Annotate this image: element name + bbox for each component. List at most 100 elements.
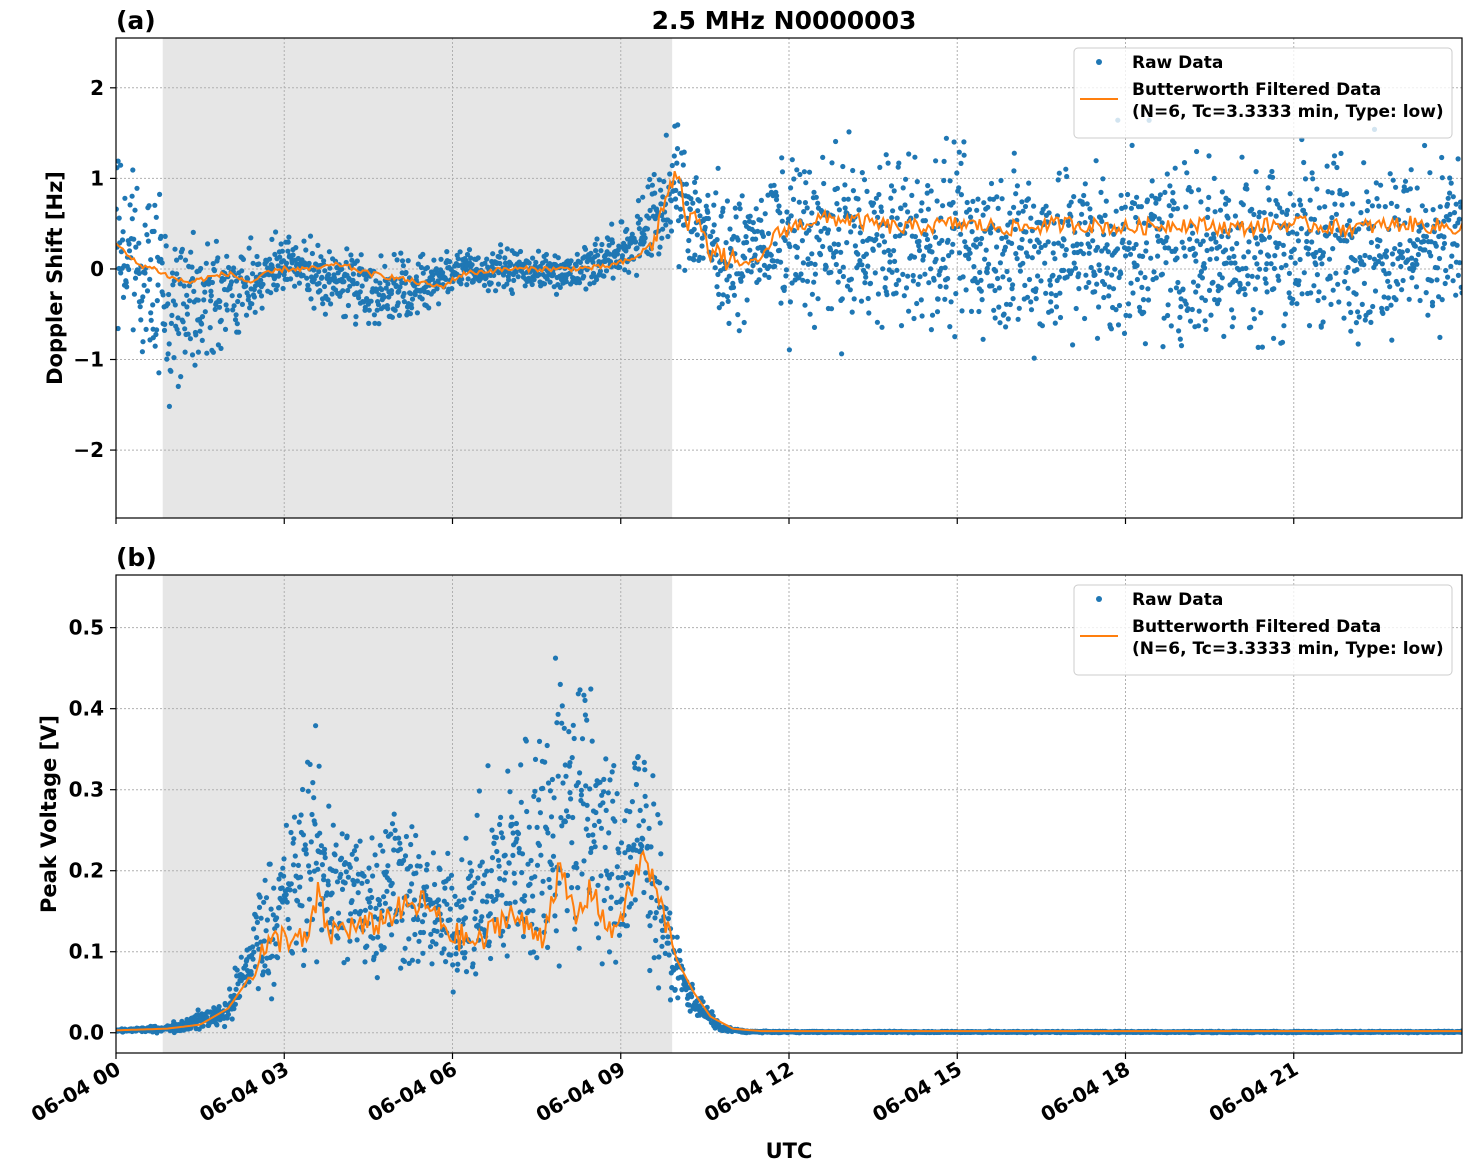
raw-data-point [449, 885, 455, 891]
raw-data-point [447, 917, 453, 923]
raw-data-point [1256, 214, 1262, 220]
raw-data-point [1142, 341, 1148, 347]
raw-data-point [504, 953, 510, 959]
raw-data-point [1092, 272, 1098, 278]
raw-data-point [329, 890, 335, 896]
raw-data-point [525, 861, 531, 867]
raw-data-point [1335, 281, 1341, 287]
raw-data-point [1204, 232, 1210, 238]
raw-data-point [593, 809, 599, 816]
raw-data-point [548, 814, 555, 820]
raw-data-point [234, 967, 240, 973]
raw-data-point [341, 279, 347, 285]
raw-data-point [623, 248, 629, 254]
raw-data-point [301, 962, 307, 969]
raw-data-point [1141, 220, 1147, 226]
raw-data-point [370, 935, 376, 941]
raw-data-point [1083, 272, 1089, 278]
raw-data-point [922, 271, 928, 277]
raw-data-point [1152, 213, 1158, 220]
raw-data-point [1205, 214, 1211, 220]
raw-data-point [694, 232, 700, 238]
raw-data-point [618, 882, 624, 888]
raw-data-point [1442, 280, 1448, 287]
raw-data-point [276, 876, 282, 882]
raw-data-point [861, 177, 868, 183]
raw-data-point [1424, 222, 1430, 228]
raw-data-point [1204, 247, 1210, 254]
raw-data-point [1243, 182, 1249, 188]
raw-data-point [484, 868, 490, 874]
raw-data-point [903, 176, 909, 182]
raw-data-point [1352, 257, 1358, 264]
raw-data-point [1164, 234, 1170, 241]
raw-data-point [1306, 246, 1312, 252]
raw-data-point [1098, 189, 1104, 195]
raw-data-point [738, 278, 744, 284]
raw-data-point [1043, 203, 1049, 209]
raw-data-point [500, 928, 506, 934]
raw-data-point [1262, 276, 1268, 282]
raw-data-point [464, 282, 470, 288]
raw-data-point [1022, 282, 1028, 288]
raw-data-point [634, 837, 640, 843]
raw-data-point [1082, 220, 1088, 226]
raw-data-point [871, 209, 877, 215]
raw-data-point [666, 952, 672, 958]
raw-data-point [156, 370, 162, 376]
raw-data-point [1163, 260, 1169, 266]
raw-data-point [730, 280, 736, 286]
raw-data-point [389, 821, 396, 827]
raw-data-point [1004, 268, 1010, 275]
raw-data-point [873, 236, 879, 242]
raw-data-point [1003, 234, 1009, 240]
raw-data-point [301, 947, 308, 953]
raw-data-point [816, 237, 822, 243]
raw-data-point [794, 167, 800, 173]
raw-data-point [1290, 296, 1296, 302]
raw-data-point [762, 211, 768, 217]
raw-data-point [358, 252, 364, 258]
raw-data-point [736, 201, 742, 207]
raw-data-point [1045, 239, 1051, 245]
raw-data-point [1096, 262, 1102, 268]
raw-data-point [409, 305, 415, 311]
raw-data-point [484, 256, 490, 262]
x-tick-label: 06-04 00 [27, 1057, 125, 1127]
raw-data-point [251, 294, 257, 300]
raw-data-point [475, 875, 481, 881]
raw-data-point [1428, 253, 1434, 259]
raw-data-point [1214, 256, 1220, 262]
raw-data-point [942, 265, 948, 271]
raw-data-point [677, 206, 684, 212]
raw-data-point [1284, 211, 1290, 217]
raw-data-point [563, 773, 569, 779]
raw-data-point [1301, 159, 1307, 166]
raw-data-point [851, 223, 857, 229]
raw-data-point [289, 950, 296, 956]
raw-data-point [976, 308, 982, 315]
raw-data-point [952, 210, 959, 216]
raw-data-point [733, 214, 739, 220]
raw-data-point [314, 959, 320, 965]
raw-data-point [891, 248, 897, 254]
raw-data-point [153, 331, 159, 338]
raw-data-point [1185, 306, 1191, 312]
raw-data-point [1286, 290, 1292, 296]
raw-data-point [1193, 258, 1199, 264]
raw-data-point [359, 283, 365, 289]
raw-data-point [536, 842, 543, 849]
raw-data-point [583, 783, 589, 789]
raw-data-point [504, 246, 510, 252]
raw-data-point [913, 213, 919, 219]
raw-data-point [1373, 180, 1379, 186]
raw-data-point [338, 871, 344, 877]
raw-data-point [572, 926, 578, 932]
raw-data-point [1099, 218, 1105, 224]
raw-data-point [874, 319, 881, 325]
raw-data-point [977, 269, 983, 275]
raw-data-point [545, 944, 551, 951]
raw-data-point [761, 244, 767, 250]
raw-data-point [1014, 256, 1020, 262]
